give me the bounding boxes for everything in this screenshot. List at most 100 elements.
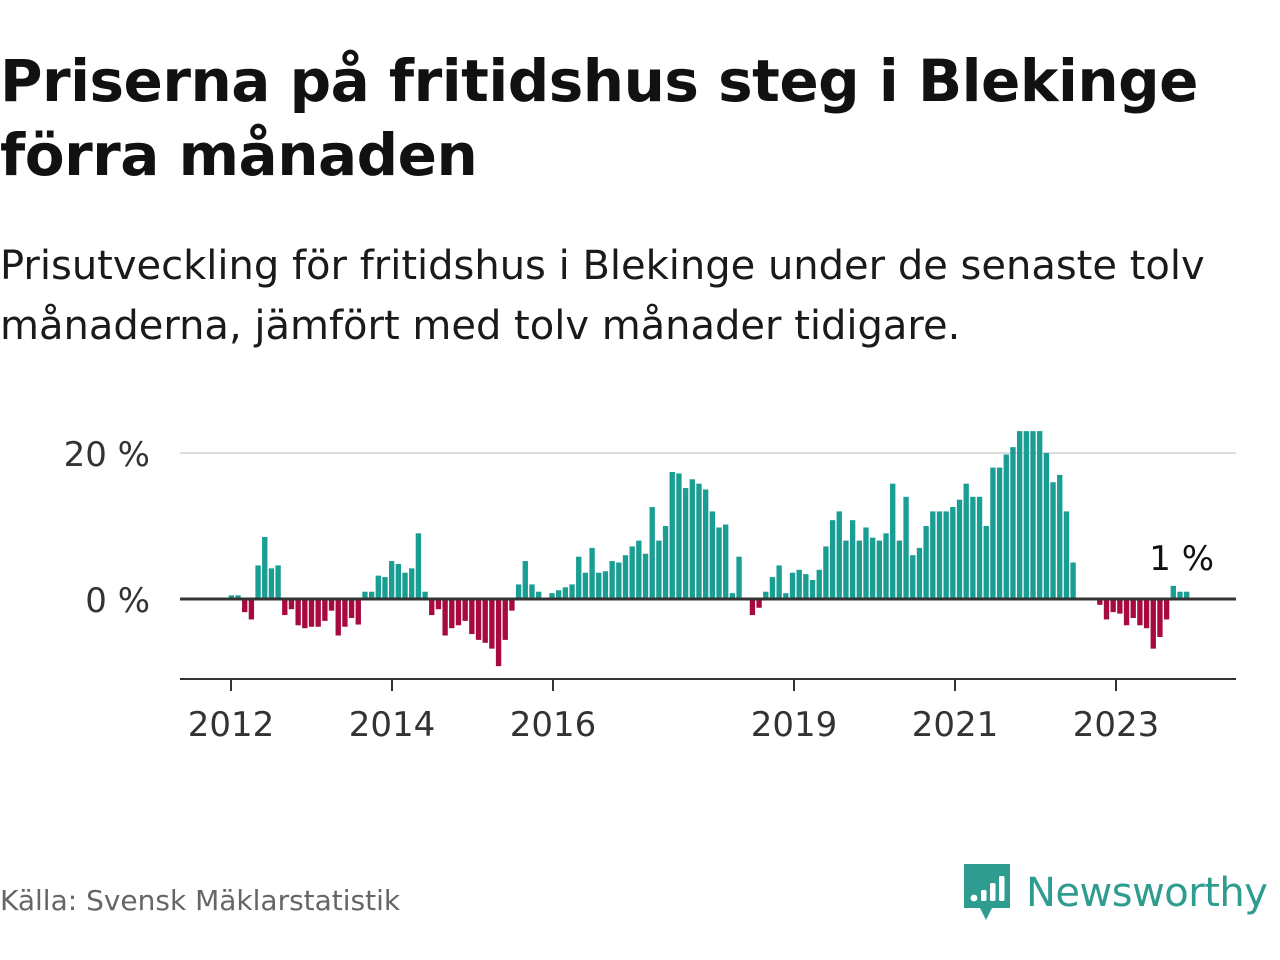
bar bbox=[529, 584, 535, 599]
x-tick-label: 2019 bbox=[751, 705, 838, 745]
bar bbox=[1010, 447, 1016, 599]
bar bbox=[509, 599, 515, 611]
bar bbox=[228, 595, 235, 599]
bar bbox=[930, 511, 936, 599]
bar bbox=[549, 593, 555, 599]
x-tick-label: 2014 bbox=[349, 705, 436, 745]
bar bbox=[522, 561, 528, 599]
x-tick-label: 2012 bbox=[188, 705, 275, 745]
bar bbox=[990, 467, 996, 599]
bar bbox=[395, 563, 402, 599]
bar bbox=[1063, 511, 1070, 599]
bar bbox=[950, 507, 956, 599]
bar bbox=[783, 593, 789, 599]
bar bbox=[956, 499, 963, 599]
bar bbox=[1043, 453, 1050, 599]
bar bbox=[295, 599, 301, 626]
bar bbox=[836, 511, 842, 599]
bar bbox=[535, 591, 542, 599]
bar bbox=[676, 473, 682, 599]
bar bbox=[1130, 599, 1136, 618]
y-tick-labels: 0 % 20 % bbox=[64, 435, 150, 621]
bar bbox=[870, 537, 876, 599]
bar bbox=[1097, 599, 1103, 605]
bar bbox=[1016, 431, 1023, 599]
bar bbox=[1110, 599, 1116, 613]
bar bbox=[1117, 599, 1123, 614]
bar bbox=[235, 595, 241, 599]
bar bbox=[1177, 591, 1183, 599]
bar bbox=[903, 496, 909, 599]
bar bbox=[449, 599, 455, 629]
bar bbox=[322, 599, 328, 621]
bar bbox=[702, 489, 709, 599]
bar bbox=[409, 568, 415, 599]
bar bbox=[636, 540, 642, 599]
bar bbox=[1023, 431, 1029, 599]
bar bbox=[1057, 474, 1063, 599]
bar bbox=[455, 599, 462, 626]
bar bbox=[883, 533, 889, 599]
bar bbox=[562, 587, 569, 599]
bar bbox=[602, 571, 609, 599]
bar bbox=[282, 599, 288, 616]
bar bbox=[890, 483, 896, 599]
bar bbox=[709, 511, 716, 599]
bar bbox=[1183, 591, 1190, 599]
bar bbox=[756, 599, 762, 608]
bar bbox=[475, 599, 482, 640]
bar bbox=[515, 584, 522, 599]
bar bbox=[262, 536, 268, 599]
bar bbox=[462, 599, 468, 621]
bar bbox=[1070, 562, 1076, 599]
newsworthy-logo-icon bbox=[964, 864, 1010, 920]
bar bbox=[749, 599, 756, 616]
bar bbox=[375, 575, 381, 599]
bar bbox=[429, 599, 435, 616]
bar bbox=[943, 511, 949, 599]
bar bbox=[763, 591, 769, 599]
bar bbox=[729, 593, 736, 599]
bar bbox=[823, 546, 829, 599]
bar bbox=[402, 572, 408, 599]
bar bbox=[616, 562, 622, 599]
bar bbox=[482, 599, 488, 643]
bar bbox=[596, 572, 602, 599]
bar bbox=[1030, 431, 1036, 599]
bar bbox=[1003, 454, 1009, 599]
x-ticks bbox=[230, 679, 1117, 691]
bar bbox=[809, 580, 816, 599]
y-tick-label: 0 % bbox=[85, 581, 150, 621]
bar bbox=[910, 555, 916, 599]
bar bbox=[328, 599, 335, 611]
bar bbox=[769, 577, 776, 599]
bar bbox=[716, 527, 722, 599]
bar bbox=[362, 591, 368, 599]
bar bbox=[916, 547, 923, 599]
bar bbox=[629, 546, 635, 599]
bar bbox=[308, 599, 315, 627]
bar bbox=[248, 599, 255, 620]
bar bbox=[415, 533, 422, 599]
bar bbox=[576, 556, 582, 599]
bar bbox=[816, 569, 822, 599]
x-tick-label: 2021 bbox=[912, 705, 999, 745]
chart-title: Priserna på fritidshus steg i Blekinge f… bbox=[0, 47, 1198, 189]
bar bbox=[1103, 599, 1110, 620]
bar bbox=[609, 561, 615, 599]
bar bbox=[963, 483, 969, 599]
bar bbox=[1123, 599, 1130, 626]
bar bbox=[495, 599, 502, 667]
last-value-label: 1 % bbox=[1149, 539, 1214, 579]
bar bbox=[1157, 599, 1163, 637]
bar bbox=[302, 599, 308, 629]
bar bbox=[1150, 599, 1156, 649]
bar bbox=[435, 599, 442, 610]
bar bbox=[382, 577, 388, 599]
bar bbox=[469, 599, 475, 635]
bar bbox=[796, 569, 802, 599]
bar bbox=[976, 496, 983, 599]
bar bbox=[923, 526, 929, 599]
y-tick-label: 20 % bbox=[64, 435, 150, 475]
x-tick-label: 2016 bbox=[510, 705, 597, 745]
